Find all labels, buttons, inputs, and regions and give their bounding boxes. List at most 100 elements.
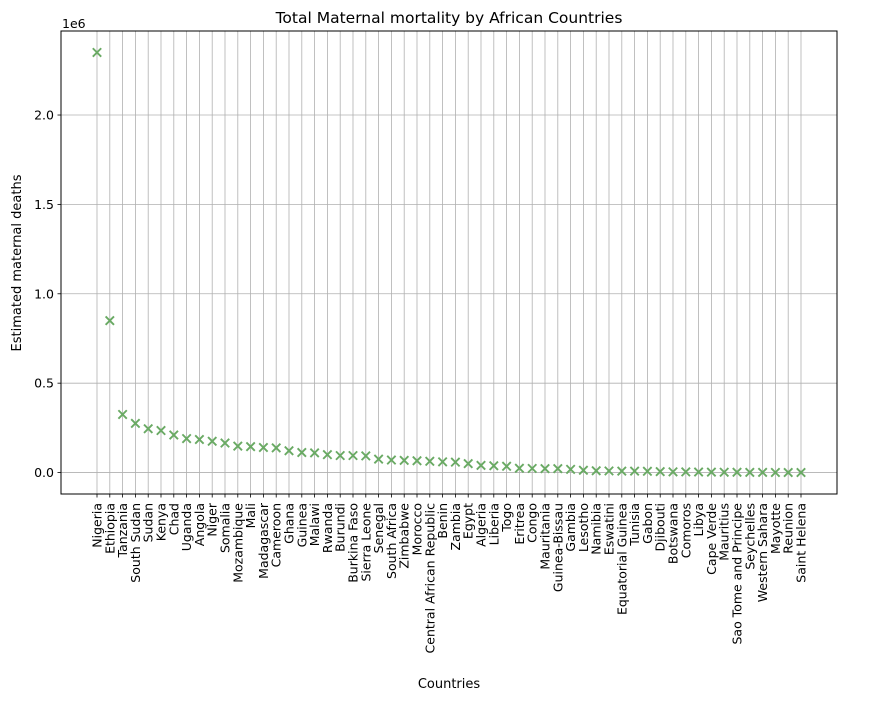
data-point (476, 460, 486, 471)
data-point (719, 467, 730, 478)
x-tick-label: Liberia (486, 503, 501, 545)
x-tick-label: Rwanda (320, 503, 335, 553)
x-tick-label: Egypt (461, 503, 476, 539)
data-point (514, 463, 525, 474)
chart-title: Total Maternal mortality by African Coun… (275, 9, 623, 27)
x-tick-label: Gabon (640, 503, 655, 544)
data-point (552, 463, 563, 474)
x-tick-label: Saint Helena (794, 503, 809, 583)
x-tick-label: Burkina Faso (346, 503, 361, 583)
x-tick-label: South Sudan (128, 503, 143, 583)
x-tick-label: Gambia (563, 503, 578, 552)
y-tick-label: 1.0 (34, 286, 54, 301)
x-tick-label: Mauritius (717, 503, 732, 561)
x-tick-label: Libya (691, 503, 706, 536)
data-point (92, 47, 102, 58)
x-tick-label: Seychelles (742, 503, 757, 570)
data-point (207, 436, 218, 447)
data-point (412, 455, 422, 466)
data-point (540, 463, 550, 474)
x-tick-label: Niger (205, 502, 220, 536)
data-point (130, 418, 141, 429)
x-tick-label: Sao Tome and Principe (730, 503, 745, 645)
data-point (284, 445, 294, 456)
data-point (668, 466, 678, 477)
data-point (578, 465, 589, 476)
x-tick-label: Congo (525, 503, 540, 543)
data-point (143, 423, 154, 434)
data-point (386, 455, 397, 465)
x-tick-label: Sudan (141, 503, 156, 542)
data-point (399, 455, 410, 466)
data-point (245, 441, 256, 452)
x-tick-label: Benin (435, 503, 450, 539)
data-point (450, 457, 461, 468)
data-point (168, 430, 179, 440)
data-points (92, 47, 806, 478)
data-point (424, 456, 435, 467)
data-point (373, 454, 384, 465)
y-offset-text: 1e6 (62, 16, 86, 31)
x-tick-label: Ghana (282, 503, 297, 544)
x-tick-label: Togo (499, 503, 514, 533)
x-tick-label: Kenya (154, 503, 169, 541)
data-point (309, 448, 320, 458)
x-tick-label: Mayotte (768, 503, 783, 554)
data-point (783, 467, 794, 478)
y-axis: 0.0 0.5 1.0 1.5 2.0 (34, 108, 61, 480)
data-point (296, 447, 307, 458)
x-tick-label: Western Sahara (755, 503, 770, 602)
x-tick-label: Algeria (474, 503, 489, 547)
x-tick-label: Lesotho (576, 503, 591, 552)
data-point (501, 461, 512, 472)
data-point (591, 465, 602, 476)
data-point (796, 467, 806, 478)
data-point (732, 467, 742, 478)
y-tick-label: 1.5 (34, 197, 54, 212)
x-tick-label: Zimbabwe (397, 503, 412, 569)
data-point (117, 409, 128, 420)
data-point (642, 466, 653, 477)
data-point (156, 425, 166, 436)
x-tick-label: Morocco (410, 503, 425, 555)
x-tick-label: Comoros (678, 503, 693, 558)
x-tick-label: Djibouti (653, 503, 668, 551)
data-point (360, 451, 371, 461)
x-tick-label: Nigeria (90, 503, 105, 548)
data-point (744, 467, 755, 478)
data-point (220, 438, 230, 448)
x-tick-label: Eswatini (602, 503, 617, 555)
data-point (322, 449, 333, 460)
x-tick-label: Cape Verde (704, 503, 719, 575)
x-tick-label: Burundi (333, 503, 348, 552)
x-tick-label: Uganda (179, 503, 194, 551)
data-point (757, 467, 768, 478)
x-tick-label: Reunion (781, 503, 796, 554)
x-tick-label: Guinea (294, 503, 309, 547)
x-tick-label: Central African Republic (422, 503, 437, 654)
x-tick-label: Cameroon (269, 503, 284, 567)
data-point (527, 463, 538, 474)
x-tick-label: Namibia (589, 503, 604, 555)
x-tick-label: Madagascar (256, 502, 271, 579)
plot-frame (60, 30, 838, 495)
data-point (271, 443, 282, 453)
x-axis-label: Countries (418, 677, 481, 692)
data-point (463, 458, 474, 469)
x-tick-label: Chad (166, 503, 181, 535)
data-point (335, 450, 346, 461)
data-point (770, 467, 781, 478)
x-tick-label: South Africa (384, 503, 399, 579)
y-tick-label: 0.5 (34, 376, 54, 391)
x-tick-label: Botswana (666, 503, 681, 564)
x-tick-label: Malawi (307, 503, 322, 546)
x-tick-label: Somalia (218, 503, 233, 553)
data-point (348, 450, 358, 461)
data-point (565, 464, 576, 475)
data-point (437, 456, 448, 467)
x-tick-label: Guinea-Bissau (550, 503, 565, 592)
y-tick-label: 0.0 (34, 465, 54, 480)
